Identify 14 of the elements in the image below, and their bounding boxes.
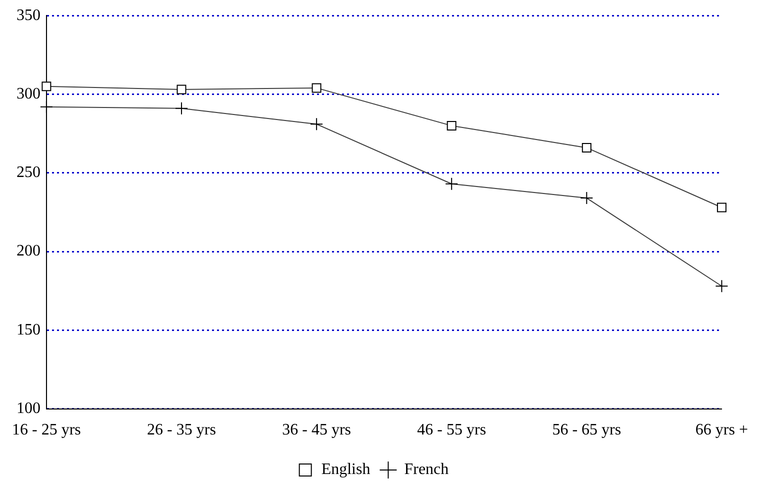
x-tick-label: 56 - 65 yrs (552, 422, 622, 439)
legend-label: English (321, 461, 370, 478)
legend-label: French (404, 461, 449, 478)
x-tick-label: 66 yrs + (695, 422, 748, 439)
x-tick-label: 36 - 45 yrs (282, 422, 351, 439)
x-tick-label: 26 - 35 yrs (147, 422, 216, 439)
y-tick-label: 300 (16, 85, 40, 102)
y-tick-label: 250 (16, 164, 40, 182)
y-tick-label: 200 (16, 242, 40, 260)
y-tick-label: 350 (16, 6, 40, 24)
y-tick-label: 100 (16, 400, 40, 418)
y-tick-label: 150 (16, 321, 40, 338)
x-tick-label: 16 - 25 yrs (12, 422, 81, 439)
x-tick-label: 46 - 55 yrs (417, 422, 486, 439)
